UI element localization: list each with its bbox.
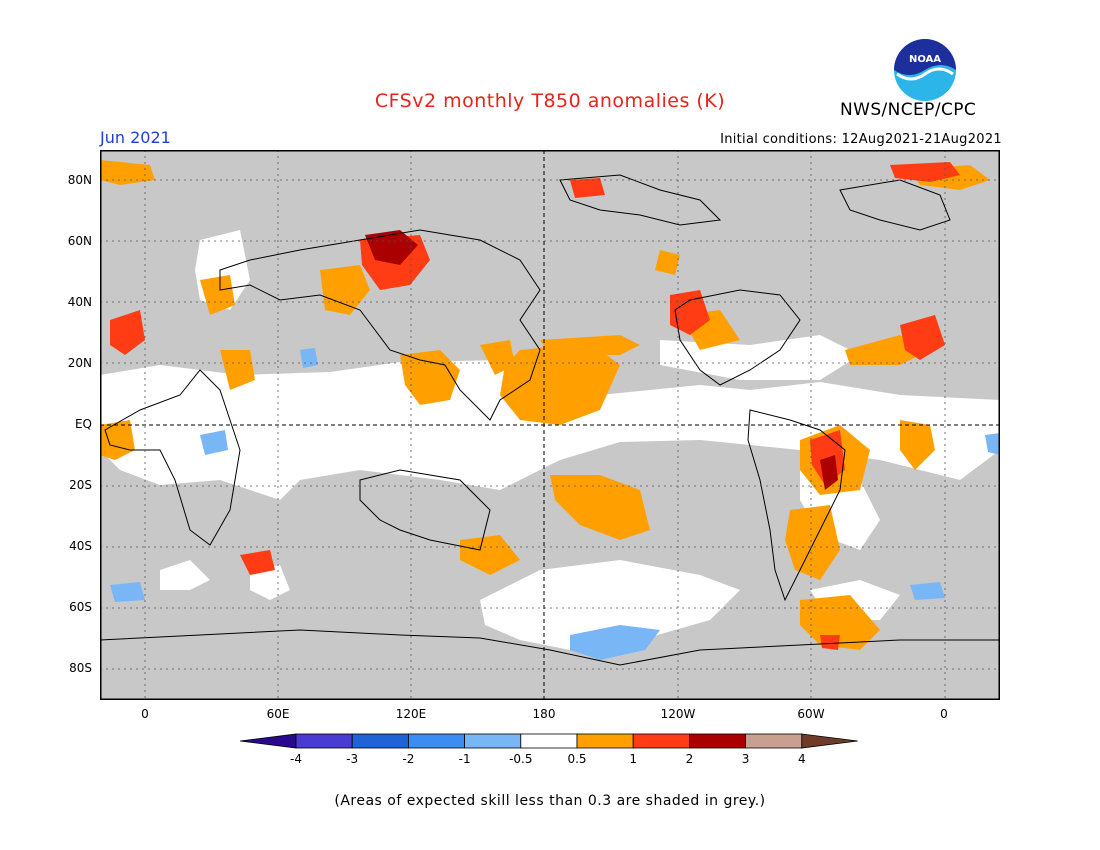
lon-label-0: 0 xyxy=(141,707,149,721)
colorbar-tick-label: 4 xyxy=(797,752,806,766)
colorbar-swatch-3 xyxy=(407,733,465,749)
colorbar-swatches xyxy=(240,733,858,749)
colorbar-swatch-1 xyxy=(295,733,353,749)
colorbar xyxy=(240,733,858,749)
lon-label-120e: 120E xyxy=(395,707,427,721)
colorbar-swatch-2 xyxy=(351,733,409,749)
lat-label-80s: 80S xyxy=(69,661,92,675)
colorbar-swatch-high-extend xyxy=(801,733,858,749)
colorbar-tick-label: -1 xyxy=(458,752,471,766)
graticule xyxy=(100,150,1000,700)
initial-conditions-label: Initial conditions: 12Aug2021-21Aug2021 xyxy=(720,132,1002,147)
lat-label-60s: 60S xyxy=(69,600,92,614)
colorbar-tick-label: -2 xyxy=(402,752,415,766)
anomaly-map xyxy=(100,150,1000,700)
coastlines xyxy=(100,174,1000,666)
lat-label-20n: 20N xyxy=(67,356,92,370)
colorbar-swatch-7 xyxy=(632,733,690,749)
lat-label-20s: 20S xyxy=(69,478,92,492)
colorbar-tick-label: 1 xyxy=(629,752,637,766)
colorbar-swatch-low-extend xyxy=(240,733,297,749)
extreme-warm-anomaly-regions xyxy=(365,230,838,490)
footnote: (Areas of expected skill less than 0.3 a… xyxy=(334,793,766,809)
lat-label-60n: 60N xyxy=(67,234,92,248)
chart-title: CFSv2 monthly T850 anomalies (K) xyxy=(374,90,726,112)
colorbar-swatch-6 xyxy=(576,733,634,749)
colorbar-tick-label: 3 xyxy=(741,752,750,766)
colorbar-tick-label: -3 xyxy=(346,752,359,766)
lon-label-120w: 120W xyxy=(660,707,696,721)
lon-label-180: 180 xyxy=(532,707,556,721)
lon-label-60w: 60W xyxy=(797,707,825,721)
lat-label-eq: EQ xyxy=(74,417,92,431)
near-normal-regions xyxy=(100,230,1000,650)
agency-label: NWS/NCEP/CPC xyxy=(840,100,977,120)
map-frame xyxy=(100,150,1000,700)
colorbar-tick-label: -0.5 xyxy=(509,752,533,766)
colorbar-swatch-9 xyxy=(745,733,803,749)
colorbar-swatch-8 xyxy=(688,733,746,749)
colorbar-swatch-5 xyxy=(520,733,578,749)
logo-text: NOAA xyxy=(909,54,941,65)
month-label: Jun 2021 xyxy=(100,128,171,147)
noaa-logo: NOAA xyxy=(894,39,956,101)
colorbar-swatch-4 xyxy=(464,733,522,749)
colorbar-tick-label: -4 xyxy=(290,752,302,766)
lat-label-40n: 40N xyxy=(67,295,92,309)
lon-label-0-right: 0 xyxy=(940,707,948,721)
lat-label-80n: 80N xyxy=(67,173,92,187)
lon-label-60e: 60E xyxy=(266,707,290,721)
colorbar-tick-label: 2 xyxy=(685,752,694,766)
lat-label-40s: 40S xyxy=(69,539,92,553)
colorbar-tick-label: 0.5 xyxy=(567,752,587,766)
